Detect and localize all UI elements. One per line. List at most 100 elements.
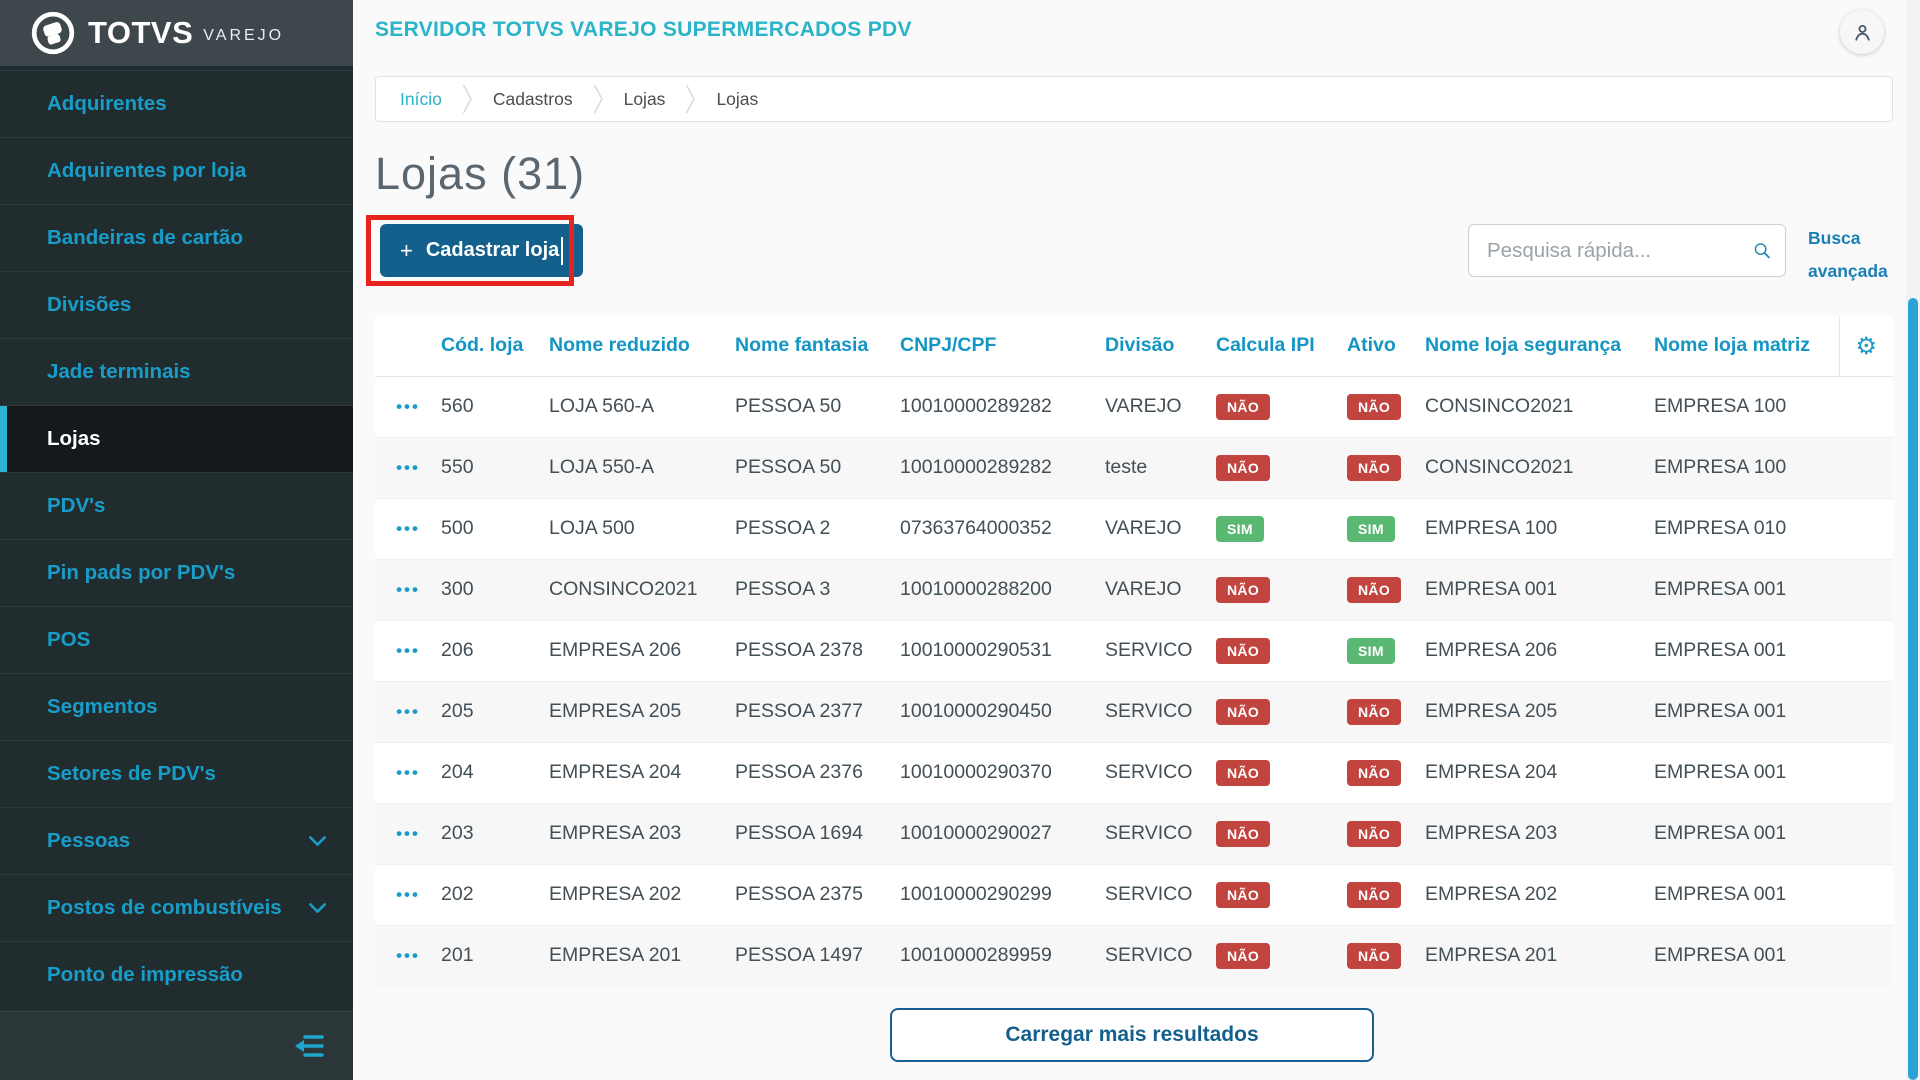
cell-ativo: SIM xyxy=(1347,620,1425,681)
cell-nome-seguranca: EMPRESA 100 xyxy=(1425,517,1558,539)
row-actions-menu-icon[interactable]: ••• xyxy=(396,702,420,721)
cell-divisao: teste xyxy=(1105,456,1148,478)
brand-logo[interactable]: TOTVS VAREJO xyxy=(0,0,353,66)
table-row: ••• 205 EMPRESA 205 PESSOA 2377 100100002904… xyxy=(375,681,1893,742)
scrollbar-thumb[interactable] xyxy=(1908,298,1918,1080)
row-actions-cell: ••• xyxy=(375,925,441,986)
ativo-badge: NÃO xyxy=(1347,698,1402,725)
row-actions-menu-icon[interactable]: ••• xyxy=(396,458,420,477)
scrollbar-track xyxy=(1906,0,1920,1080)
cell-nome-fantasia: PESSOA 50 xyxy=(735,395,842,417)
column-header-nome-fantasia[interactable]: Nome fantasia xyxy=(735,316,900,377)
sidebar-item-lojas[interactable]: Lojas xyxy=(0,405,353,472)
column-header-nome-seguranca[interactable]: Nome loja segurança xyxy=(1425,316,1654,377)
cell-nome-fantasia: PESSOA 3 xyxy=(735,578,831,600)
app-header-title[interactable]: SERVIDOR TOTVS VAREJO SUPERMERCADOS PDV xyxy=(375,18,912,41)
cell-settings-spacer xyxy=(1839,925,1893,986)
cell-divisao: SERVICO xyxy=(1105,944,1193,967)
calcula-ipi-badge: SIM xyxy=(1216,515,1264,542)
cell-cnpj: 10010000289282 xyxy=(900,456,1052,478)
cell-nome-seguranca: EMPRESA 201 xyxy=(1425,944,1558,967)
row-actions-menu-icon[interactable]: ••• xyxy=(396,519,420,538)
row-actions-cell: ••• xyxy=(375,864,441,925)
cell-nome-matriz: EMPRESA 001 xyxy=(1654,700,1787,722)
breadcrumb-item-in-cio[interactable]: Início xyxy=(400,88,442,109)
cell-ativo: NÃO xyxy=(1347,437,1425,498)
sidebar-item-pdv-s[interactable]: PDV's xyxy=(0,472,353,539)
table-row: ••• 300 CONSINCO2021 PESSOA 3 10010000288200… xyxy=(375,559,1893,620)
sidebar-item-pos[interactable]: POS xyxy=(0,606,353,673)
lojas-table: Cód. loja Nome reduzido Nome fantasia CNPJ/… xyxy=(375,316,1893,986)
calcula-ipi-badge: NÃO xyxy=(1216,942,1271,969)
load-more-button[interactable]: Carregar mais resultados xyxy=(890,1008,1374,1062)
cell-cnpj: 10010000288200 xyxy=(900,578,1052,600)
cell-settings-spacer xyxy=(1839,803,1893,864)
ativo-badge: NÃO xyxy=(1347,942,1402,969)
search-input[interactable] xyxy=(1487,238,1753,263)
sidebar-item-bandeiras-de-cart-o[interactable]: Bandeiras de cartão xyxy=(0,204,353,271)
calcula-ipi-badge: NÃO xyxy=(1216,393,1271,420)
sidebar-item-segmentos[interactable]: Segmentos xyxy=(0,673,353,740)
cell-cnpj: 10010000290450 xyxy=(900,700,1052,722)
cell-ativo: NÃO xyxy=(1347,681,1425,742)
sidebar-footer xyxy=(0,1011,353,1080)
sidebar-item-jade-terminais[interactable]: Jade terminais xyxy=(0,338,353,405)
plus-icon: + xyxy=(400,237,413,263)
breadcrumb-item-lojas-2[interactable]: Lojas xyxy=(623,88,666,109)
cell-calcula-ipi: NÃO xyxy=(1216,925,1347,986)
column-header-cnpj[interactable]: CNPJ/CPF xyxy=(900,316,1105,377)
row-actions-menu-icon[interactable]: ••• xyxy=(396,580,420,599)
ativo-badge: NÃO xyxy=(1347,454,1402,481)
cell-settings-spacer xyxy=(1839,498,1893,559)
search-icon[interactable] xyxy=(1753,237,1771,264)
cell-settings-spacer xyxy=(1839,437,1893,498)
sidebar-item-pessoas[interactable]: Pessoas xyxy=(0,807,353,874)
row-actions-menu-icon[interactable]: ••• xyxy=(396,641,420,660)
sidebar-item-postos-de-combust-veis[interactable]: Postos de combustíveis xyxy=(0,874,353,941)
cell-cod: 500 xyxy=(441,517,474,539)
row-actions-menu-icon[interactable]: ••• xyxy=(396,763,420,782)
ativo-badge: NÃO xyxy=(1347,576,1402,603)
cell-divisao: SERVICO xyxy=(1105,883,1193,905)
cadastrar-loja-button[interactable]: + Cadastrar loja xyxy=(380,224,584,277)
column-header-nome-reduzido[interactable]: Nome reduzido xyxy=(549,316,735,377)
row-actions-menu-icon[interactable]: ••• xyxy=(396,946,420,966)
sidebar-item-ponto-de-impress-o[interactable]: Ponto de impressão xyxy=(0,941,353,1008)
column-header-nome-matriz[interactable]: Nome loja matriz xyxy=(1654,316,1839,377)
cell-nome-seguranca: CONSINCO2021 xyxy=(1425,456,1574,478)
cell-nome-reduzido: LOJA 560-A xyxy=(549,395,655,417)
cell-calcula-ipi: NÃO xyxy=(1216,559,1347,620)
cell-cnpj: 10010000290027 xyxy=(900,822,1052,844)
cell-cod: 300 xyxy=(441,578,474,600)
collapse-sidebar-icon[interactable] xyxy=(293,1033,325,1059)
row-actions-cell: ••• xyxy=(375,437,441,498)
sidebar-item-adquirentes[interactable]: Adquirentes xyxy=(0,70,353,137)
sidebar-item-pin-pads-por-pdv-s[interactable]: Pin pads por PDV's xyxy=(0,539,353,606)
user-avatar[interactable] xyxy=(1840,10,1884,54)
table-row: ••• 500 LOJA 500 PESSOA 2 07363764000352 VARE… xyxy=(375,498,1893,559)
row-actions-menu-icon[interactable]: ••• xyxy=(396,397,420,416)
cell-nome-matriz: EMPRESA 001 xyxy=(1654,944,1787,967)
breadcrumb-item-cadastros-1[interactable]: Cadastros xyxy=(492,88,573,109)
column-header-calcula-ipi[interactable]: Calcula IPI xyxy=(1216,316,1347,377)
cell-nome-matriz: EMPRESA 001 xyxy=(1654,822,1787,844)
row-actions-cell: ••• xyxy=(375,559,441,620)
cell-nome-fantasia: PESSOA 1694 xyxy=(735,822,863,844)
cell-ativo: NÃO xyxy=(1347,803,1425,864)
cell-settings-spacer xyxy=(1839,559,1893,620)
cell-nome-fantasia: PESSOA 2377 xyxy=(735,700,863,722)
column-header-ativo[interactable]: Ativo xyxy=(1347,316,1425,377)
column-header-divisao[interactable]: Divisão xyxy=(1105,316,1216,377)
cell-nome-fantasia: PESSOA 1497 xyxy=(735,944,863,967)
cell-divisao: VAREJO xyxy=(1105,395,1182,417)
row-actions-menu-icon[interactable]: ••• xyxy=(396,824,420,843)
row-actions-menu-icon[interactable]: ••• xyxy=(396,885,420,904)
sidebar-item-setores-de-pdv-s[interactable]: Setores de PDV's xyxy=(0,740,353,807)
sidebar-item-adquirentes-por-loja[interactable]: Adquirentes por loja xyxy=(0,137,353,204)
table-row: ••• 206 EMPRESA 206 PESSOA 2378 100100002905… xyxy=(375,620,1893,681)
sidebar-item-divis-es[interactable]: Divisões xyxy=(0,271,353,338)
column-header-cod[interactable]: Cód. loja xyxy=(441,316,549,377)
table-settings-gear-icon[interactable]: ⚙ xyxy=(1855,331,1877,360)
calcula-ipi-badge: NÃO xyxy=(1216,637,1271,664)
advanced-search-link[interactable]: Busca avançada xyxy=(1808,228,1888,281)
